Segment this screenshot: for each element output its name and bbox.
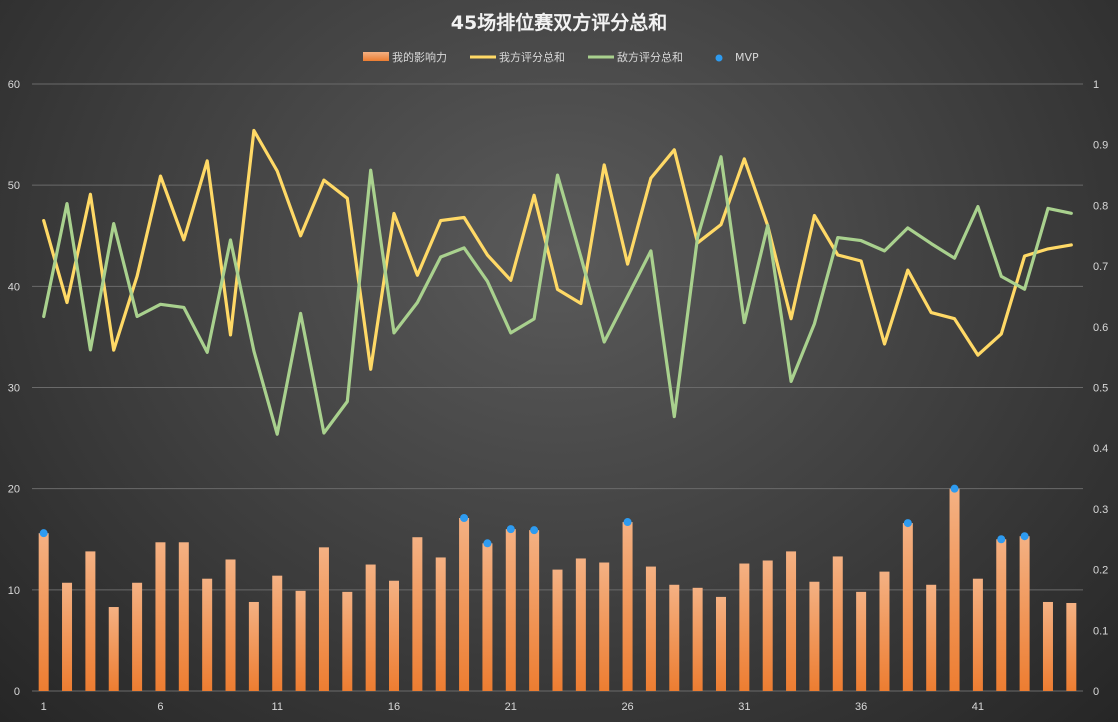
x-tick-label: 41 (972, 701, 984, 713)
mvp-marker (997, 535, 1005, 543)
y-left-tick-label: 40 (8, 281, 20, 293)
bar-influence (506, 529, 516, 691)
bar-influence (436, 557, 446, 691)
bar-influence (576, 558, 586, 691)
x-tick-label: 1 (41, 701, 47, 713)
bar-influence (856, 592, 866, 691)
bar-influence (763, 560, 773, 691)
bar-influence (786, 551, 796, 691)
x-axis: 1 6 11 16 21 26 31 36 41 (41, 701, 984, 713)
legend: 我的影响力 我方评分总和 敌方评分总和 MVP (363, 50, 759, 64)
y-right-tick-label: 0.1 (1093, 625, 1108, 637)
y-right-tick-label: 0.8 (1093, 200, 1108, 212)
x-tick-label: 31 (738, 701, 750, 713)
bar-influence (1043, 602, 1053, 691)
y-right-tick-label: 0.3 (1093, 504, 1108, 516)
bar-influence (342, 592, 352, 691)
bar-influence (85, 551, 95, 691)
bar-influence (296, 591, 306, 691)
bar-influence (179, 542, 189, 691)
bar-influence (249, 602, 259, 691)
mvp-marker (507, 525, 515, 533)
bar-influence (669, 585, 679, 691)
legend-label: 我的影响力 (392, 50, 447, 64)
x-tick-label: 26 (621, 701, 633, 713)
bar-influence (155, 542, 165, 691)
bar-influence (553, 570, 563, 691)
y-right-tick-label: 0.7 (1093, 261, 1108, 273)
bar-influence (132, 583, 142, 691)
y-right-tick-label: 1 (1093, 79, 1099, 91)
legend-swatch-bar (363, 52, 389, 61)
mvp-marker (483, 539, 491, 547)
y-right-tick-label: 0.6 (1093, 322, 1108, 334)
y-left-tick-label: 60 (8, 79, 20, 91)
chart-title: 45场排位赛双方评分总和 (451, 11, 667, 34)
line-enemy-score-total (44, 157, 1072, 434)
x-tick-label: 16 (388, 701, 400, 713)
bar-influence (973, 579, 983, 691)
bar-influence (366, 565, 376, 691)
mvp-marker (904, 519, 912, 527)
bar-influence (529, 530, 539, 691)
bar-influence (833, 556, 843, 691)
bar-influence (389, 581, 399, 691)
bar-influence (459, 518, 469, 691)
y-left-tick-label: 0 (14, 686, 20, 698)
bar-influence (599, 563, 609, 691)
bar-influence (646, 567, 656, 691)
y-left-tick-label: 50 (8, 180, 20, 192)
y-right-tick-label: 0.9 (1093, 140, 1108, 152)
bar-influence (879, 572, 889, 691)
x-tick-label: 36 (855, 701, 867, 713)
mvp-marker (40, 529, 48, 537)
bar-influence (482, 543, 492, 691)
bar-influence (716, 597, 726, 691)
y-left-tick-label: 30 (8, 383, 20, 395)
bar-influence (950, 489, 960, 691)
bar-influence (202, 579, 212, 691)
legend-label: 我方评分总和 (499, 50, 565, 64)
y-axis-right: 0 0.1 0.2 0.3 0.4 0.5 0.6 0.7 0.8 0.9 1 (1093, 79, 1108, 698)
bar-influence (809, 582, 819, 691)
x-tick-label: 11 (272, 701, 283, 713)
x-tick-label: 21 (505, 701, 517, 713)
bar-influence (1066, 603, 1076, 691)
mvp-marker (624, 518, 632, 526)
y-left-tick-label: 10 (8, 585, 20, 597)
bar-influence (693, 588, 703, 691)
y-right-tick-label: 0.5 (1093, 383, 1108, 395)
y-axis-left: 0 10 20 30 40 50 60 (8, 79, 20, 698)
line-series (44, 131, 1072, 435)
mvp-marker (951, 485, 959, 493)
bar-influence (109, 607, 119, 691)
bar-influence (226, 559, 236, 691)
bar-influence (1020, 536, 1030, 691)
bar-influence (926, 585, 936, 691)
bar-influence (272, 576, 282, 691)
x-tick-label: 6 (157, 701, 163, 713)
bar-influence (412, 537, 422, 691)
bar-influence (39, 533, 49, 691)
mvp-marker (1021, 532, 1029, 540)
bar-influence (903, 523, 913, 691)
y-right-tick-label: 0.4 (1093, 443, 1108, 455)
mvp-marker (460, 514, 468, 522)
bar-influence (62, 583, 72, 691)
y-left-tick-label: 20 (8, 484, 20, 496)
mvp-marker (530, 526, 538, 534)
bar-influence (319, 547, 329, 691)
y-right-tick-label: 0 (1093, 686, 1099, 698)
y-right-tick-label: 0.2 (1093, 565, 1108, 577)
legend-label: 敌方评分总和 (617, 50, 683, 64)
bar-influence (623, 522, 633, 691)
bar-influence (739, 564, 749, 691)
legend-label: MVP (735, 51, 759, 64)
legend-swatch-mvp (716, 55, 723, 62)
bar-influence (996, 539, 1006, 691)
